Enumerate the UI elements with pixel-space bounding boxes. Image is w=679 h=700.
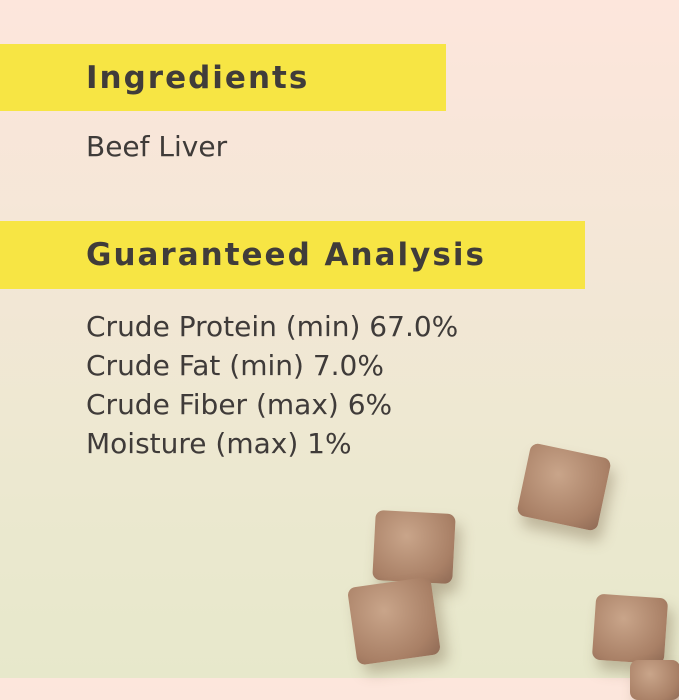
treat-image <box>516 442 612 532</box>
treat-image <box>591 593 669 665</box>
ingredients-highlight <box>0 44 446 111</box>
analysis-item: Moisture (max) 1% <box>86 427 352 460</box>
analysis-highlight <box>0 221 585 289</box>
analysis-item: Crude Fat (min) 7.0% <box>86 349 384 382</box>
analysis-item: Crude Protein (min) 67.0% <box>86 310 459 343</box>
analysis-heading: Guaranteed Analysis <box>86 237 486 273</box>
treat-image <box>630 660 679 700</box>
analysis-item: Crude Fiber (max) 6% <box>86 388 393 421</box>
treat-image <box>372 509 456 585</box>
ingredients-text: Beef Liver <box>86 130 228 163</box>
treat-image <box>346 576 442 666</box>
ingredients-heading: Ingredients <box>86 60 310 96</box>
